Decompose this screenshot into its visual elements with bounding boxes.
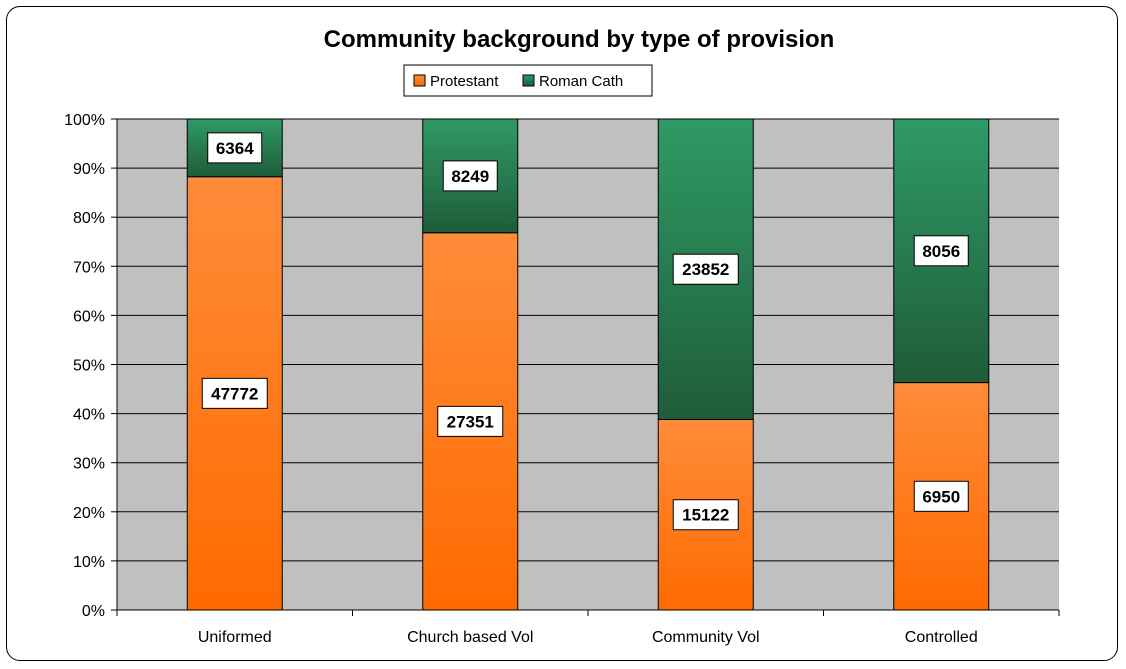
data-label-box <box>201 377 268 409</box>
legend-swatch <box>522 74 535 87</box>
data-label: 47772 <box>211 384 258 403</box>
data-label: 15122 <box>682 506 729 525</box>
y-tick-label: 70% <box>73 259 105 276</box>
y-tick-label: 20% <box>73 505 105 522</box>
y-tick-label: 50% <box>73 358 105 375</box>
data-labels: 47772 6364 27351 8249 15122 23852 6950 8056 <box>201 132 969 531</box>
y-tick-label: 90% <box>73 161 105 178</box>
legend: Protestant Roman Cath <box>403 64 653 97</box>
y-tick-label: 10% <box>73 554 105 571</box>
y-tick-label: 0% <box>82 603 105 620</box>
y-tick-label: 60% <box>73 308 105 325</box>
chart-title: Community background by type of provisio… <box>324 26 835 53</box>
data-label-box <box>437 405 504 437</box>
y-tick-label: 80% <box>73 210 105 227</box>
x-tick-label: Uniformed <box>198 629 272 646</box>
x-tick-label: Community Vol <box>652 629 760 646</box>
legend-swatch <box>413 74 426 87</box>
x-axis: Uniformed Church based Vol Community Vol Co… <box>116 610 1060 646</box>
data-label-box <box>672 253 739 285</box>
data-label-box <box>207 132 263 164</box>
y-tick-label: 100% <box>64 112 105 129</box>
data-label: 6950 <box>922 487 960 506</box>
y-tick-label: 30% <box>73 456 105 473</box>
data-label-box <box>442 160 498 192</box>
legend-label: Protestant <box>430 73 499 90</box>
y-tick-label: 40% <box>73 407 105 424</box>
data-label: 27351 <box>447 412 494 431</box>
data-label: 8056 <box>922 242 960 261</box>
data-label-box <box>913 235 969 267</box>
data-label: 6364 <box>216 139 254 158</box>
data-label: 23852 <box>682 260 729 279</box>
data-label-box <box>913 480 969 512</box>
legend-label: Roman Cath <box>539 73 623 90</box>
x-tick-label: Controlled <box>905 629 978 646</box>
data-label: 8249 <box>451 167 489 186</box>
data-label-box <box>672 499 739 531</box>
x-tick-label: Church based Vol <box>407 629 533 646</box>
